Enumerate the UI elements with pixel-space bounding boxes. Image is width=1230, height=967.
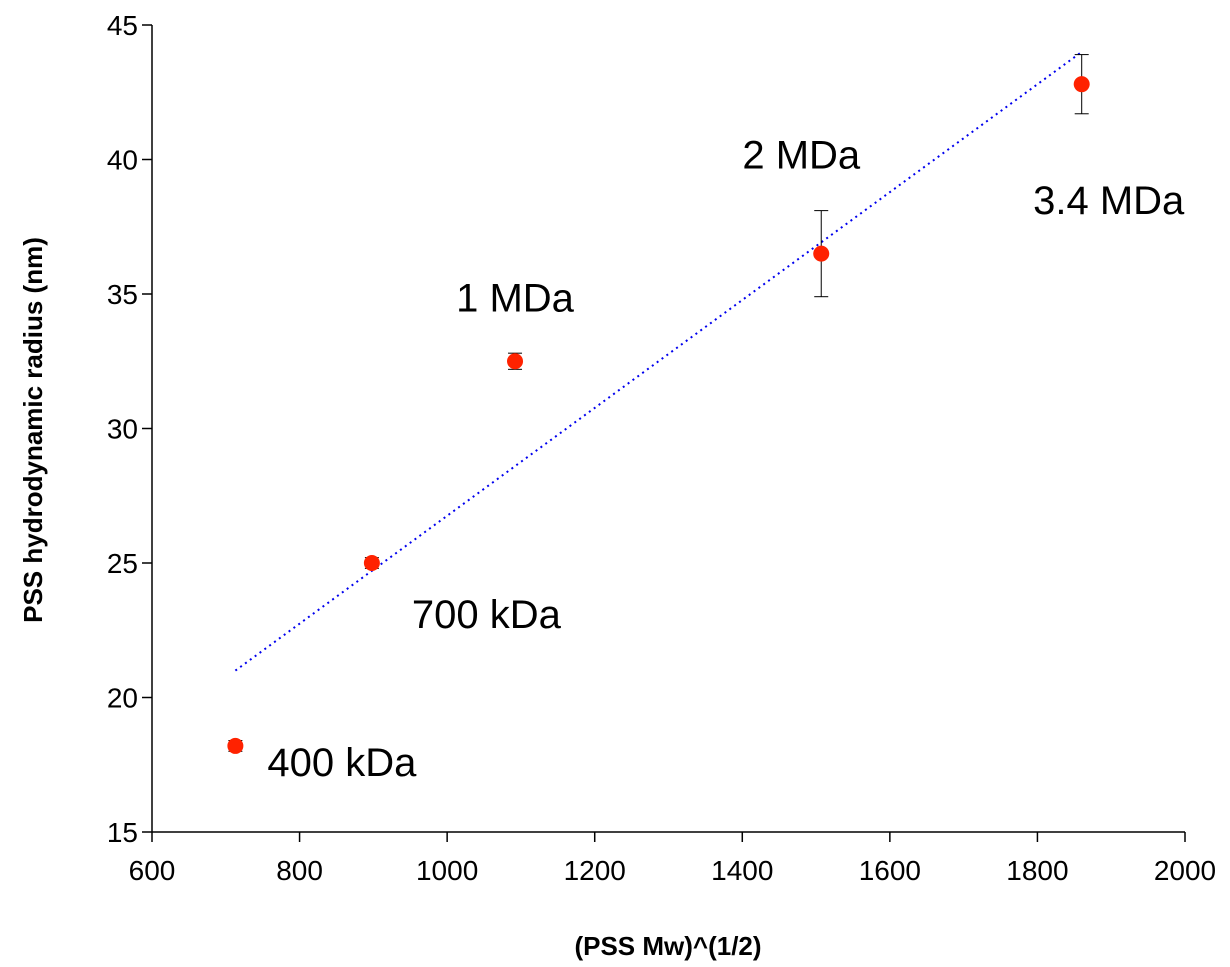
data-label: 700 kDa bbox=[412, 593, 562, 637]
x-tick-label: 1600 bbox=[859, 855, 921, 886]
data-points bbox=[227, 54, 1090, 754]
y-tick-label: 35 bbox=[107, 279, 138, 310]
x-tick-label: 800 bbox=[276, 855, 323, 886]
x-tick-label: 1200 bbox=[564, 855, 626, 886]
y-tick-label: 40 bbox=[107, 145, 138, 176]
axes: 15 20 25 30 35 40 45 600 800 1000 1200 1400 1600 1800… bbox=[107, 10, 1216, 886]
data-label: 2 MDa bbox=[742, 134, 861, 178]
data-point bbox=[363, 555, 380, 571]
y-axis-title: PSS hydrodynamic radius (nm) bbox=[18, 237, 48, 623]
x-tick-label: 2000 bbox=[1154, 855, 1216, 886]
data-label: 3.4 MDa bbox=[1033, 179, 1185, 223]
point-labels: 400 kDa 700 kDa 1 MDa 2 MDa 3.4 MDa bbox=[267, 134, 1185, 785]
data-label: 400 kDa bbox=[267, 741, 417, 785]
data-point bbox=[227, 737, 244, 754]
y-tick-label: 25 bbox=[107, 548, 138, 579]
data-point bbox=[507, 353, 524, 370]
x-tick-label: 1800 bbox=[1006, 855, 1068, 886]
x-tick-label: 1400 bbox=[711, 855, 773, 886]
data-point bbox=[1073, 76, 1090, 93]
y-tick-label: 30 bbox=[107, 414, 138, 445]
trendline bbox=[234, 51, 1083, 672]
data-point bbox=[813, 245, 830, 262]
y-tick-label: 15 bbox=[107, 817, 138, 848]
y-tick-label: 45 bbox=[107, 10, 138, 41]
data-label: 1 MDa bbox=[456, 276, 575, 320]
x-tick-label: 1000 bbox=[416, 855, 478, 886]
x-tick-label: 600 bbox=[129, 855, 176, 886]
y-tick-label: 20 bbox=[107, 683, 138, 714]
trendline-group bbox=[234, 51, 1083, 672]
x-axis-title: (PSS Mw)^(1/2) bbox=[574, 931, 761, 961]
